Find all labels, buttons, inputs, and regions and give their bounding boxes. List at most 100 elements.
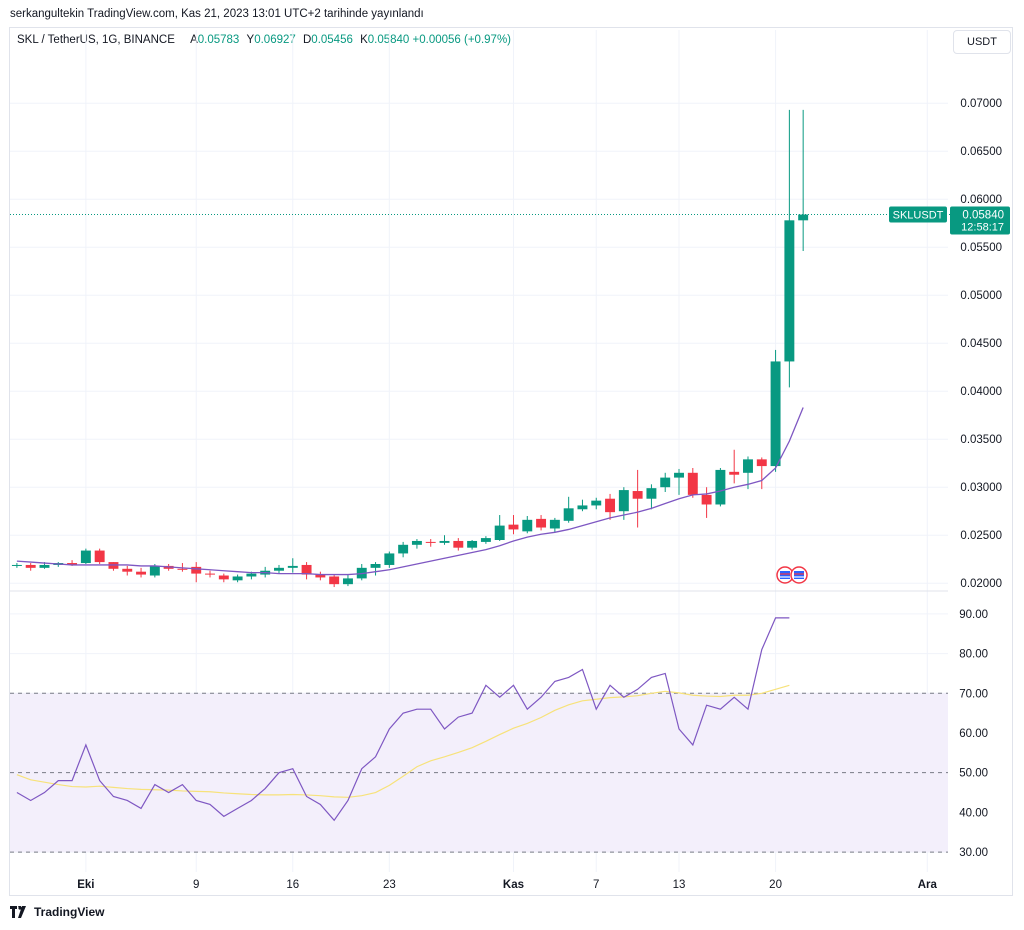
candle-body <box>122 568 133 572</box>
price-tag-countdown: 12:58:17 <box>961 222 1004 234</box>
close-value: 0.05840 <box>367 34 410 46</box>
candle-body <box>784 220 795 362</box>
rsi-tick-label: 70.00 <box>959 688 988 700</box>
candle-body <box>715 469 726 505</box>
candle-body <box>646 488 657 499</box>
candle-body <box>94 550 105 563</box>
rsi-tick-label: 60.00 <box>959 728 988 740</box>
symbol-legend: SKL / TetherUS, 1G, BINANCE A0.05783 Y0.… <box>17 34 511 46</box>
price-tick-label: 0.04000 <box>960 386 1002 398</box>
candle-body <box>563 508 574 521</box>
candle-body <box>177 568 188 570</box>
time-axis[interactable]: Eki 9 16 23 Kas 7 13 20 Ara <box>77 879 937 891</box>
candle-body <box>549 519 560 529</box>
time-tick-label: 16 <box>286 879 299 891</box>
symbol-title[interactable]: SKL / TetherUS, 1G, BINANCE <box>17 34 175 46</box>
event-flag-icon[interactable] <box>790 566 808 584</box>
rsi-band-fill <box>10 693 948 853</box>
low-label: D <box>302 34 312 46</box>
price-axis[interactable]: 0.07000 0.06500 0.06000 0.05500 0.05000 0.045… <box>960 98 1002 590</box>
chart-frame <box>9 27 1013 896</box>
event-flag-icon[interactable] <box>776 566 794 584</box>
price-tag-value: 0.05840 <box>962 210 1004 222</box>
candle-body <box>191 566 202 574</box>
candle-body <box>467 540 478 548</box>
candle-body <box>439 540 450 543</box>
low-value: 0.05456 <box>311 34 353 46</box>
candle-body <box>11 564 22 566</box>
event-flag-fill <box>780 571 790 579</box>
candle-body <box>605 498 616 513</box>
rsi-ma-line <box>16 684 790 798</box>
price-tick-label: 0.02000 <box>960 578 1002 590</box>
rsi-tick-label: 50.00 <box>959 768 988 780</box>
rsi-tick-label: 90.00 <box>959 609 988 621</box>
candle-body <box>39 564 50 568</box>
price-tick-label: 0.05500 <box>960 242 1002 254</box>
candle-body <box>398 544 409 554</box>
price-tick-label: 0.05000 <box>960 290 1002 302</box>
moving-average-line <box>16 407 804 576</box>
candle-body <box>632 491 643 499</box>
candle-body <box>149 565 160 576</box>
tradingview-footer[interactable]: TradingView <box>10 905 104 919</box>
price-tick-label: 0.06500 <box>960 146 1002 158</box>
time-tick-label: 7 <box>593 879 599 891</box>
rsi-tick-label: 30.00 <box>959 847 988 859</box>
candle-body <box>756 459 767 467</box>
candlestick-series <box>11 109 809 588</box>
candle-body <box>342 578 353 585</box>
open-value: 0.05783 <box>197 34 240 46</box>
candle-body <box>232 576 243 581</box>
candle-body <box>618 490 629 512</box>
candle-body <box>591 500 602 506</box>
time-tick-label: Ara <box>918 879 938 891</box>
price-tag-value-bg <box>950 206 1010 235</box>
candle-body <box>798 214 809 221</box>
candle-body <box>729 471 740 475</box>
candle-body <box>136 571 147 575</box>
open-label: A <box>190 34 198 46</box>
time-tick-label: Eki <box>77 879 94 891</box>
currency-unit-button[interactable]: USDT <box>953 30 1011 54</box>
footer-brand: TradingView <box>34 905 105 919</box>
close-label: K <box>360 34 368 46</box>
event-flag-fill <box>794 571 804 579</box>
price-tick-label: 0.03000 <box>960 482 1002 494</box>
rsi-axis[interactable]: 90.00 80.00 70.00 60.00 50.00 40.00 30.00 <box>959 609 988 859</box>
candle-body <box>67 563 78 565</box>
candle-body <box>25 564 36 568</box>
publication-line: serkangultekin TradingView.com, Kas 21, … <box>10 8 424 20</box>
time-tick-label: 20 <box>769 879 782 891</box>
price-tick-label: 0.03500 <box>960 434 1002 446</box>
candle-body <box>315 574 326 578</box>
candle-body <box>660 477 671 488</box>
candle-body <box>411 540 422 545</box>
candle-body <box>370 564 381 568</box>
candle-body <box>494 525 505 540</box>
price-tag-symbol-bg <box>889 206 947 223</box>
candle-body <box>301 564 312 575</box>
candle-body <box>536 518 547 528</box>
candle-body <box>743 459 753 473</box>
candle-body <box>453 540 464 548</box>
time-tick-label: 9 <box>193 879 199 891</box>
candle-body <box>205 573 215 575</box>
candle-body <box>508 524 519 530</box>
candle-body <box>384 553 395 565</box>
tradingview-logo-icon <box>10 906 26 918</box>
candle-body <box>274 567 284 571</box>
time-tick-label: Kas <box>503 879 524 891</box>
candle-body <box>674 472 684 478</box>
candle-body <box>329 576 340 585</box>
candle-body <box>701 494 712 505</box>
change-value: +0.00056 (+0.97%) <box>412 34 511 46</box>
price-tick-label: 0.06000 <box>960 194 1002 206</box>
event-markers[interactable] <box>776 566 808 584</box>
price-tick-label: 0.07000 <box>960 98 1002 110</box>
time-tick-label: 13 <box>673 879 686 891</box>
candle-body <box>246 573 257 577</box>
price-tick-label: 0.02500 <box>960 530 1002 542</box>
current-price-tag: SKLUSDT 0.05840 12:58:17 <box>889 206 1010 235</box>
